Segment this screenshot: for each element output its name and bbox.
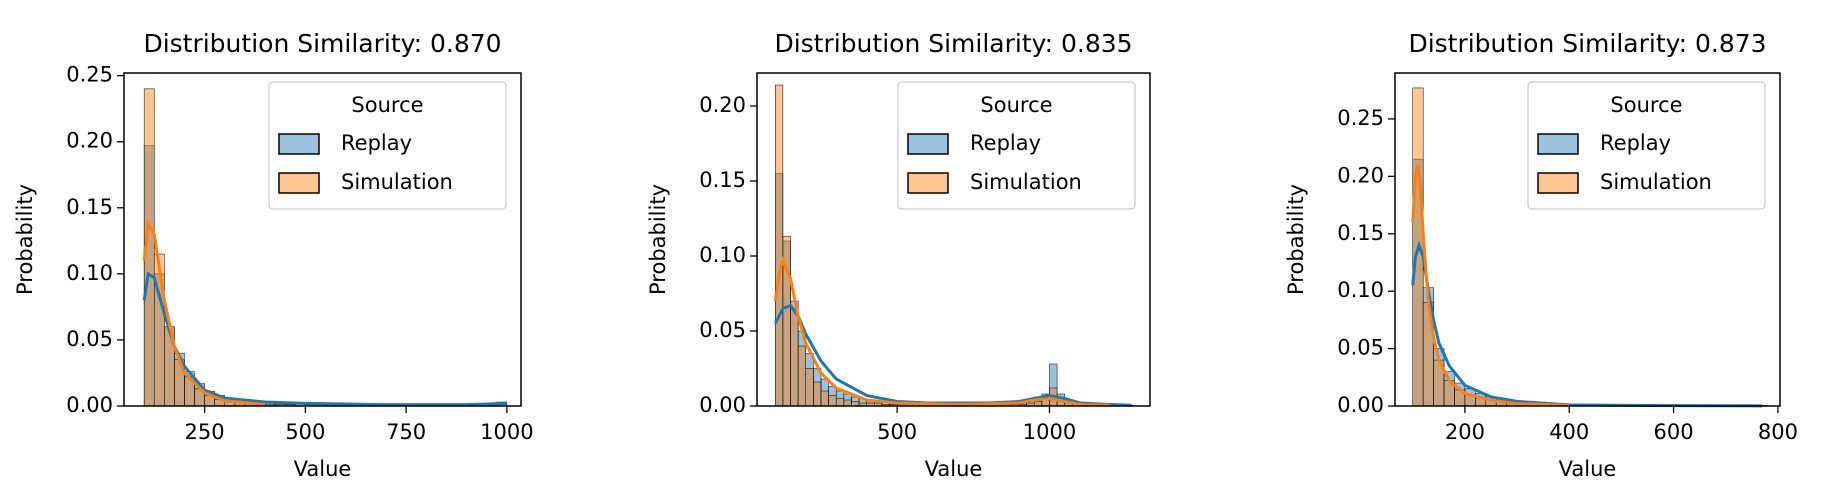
axes-frame	[756, 72, 1151, 407]
y-axis-label: Probability	[13, 184, 37, 295]
y-tick-label: 0.20	[1337, 163, 1384, 187]
y-tick-label: 0.15	[66, 195, 113, 219]
histogram-bar	[820, 390, 829, 407]
y-tick-label: 0.25	[66, 63, 113, 87]
y-tick-label: 0.10	[699, 243, 746, 267]
y-axis-label: Probability	[1284, 184, 1308, 295]
kde-line	[773, 256, 1111, 407]
histogram-bar	[835, 398, 845, 407]
legend-title: Source	[1610, 93, 1682, 117]
legend-box	[1527, 81, 1766, 210]
x-axis-label: Value	[1559, 457, 1617, 481]
histogram-bar	[843, 399, 852, 407]
histogram-bar	[805, 368, 814, 407]
y-tick-label: 0.15	[699, 168, 746, 192]
x-tick-label: 250	[185, 420, 225, 444]
y-axis-label: Probability	[646, 184, 670, 295]
y-tick-label: 0.20	[66, 129, 113, 153]
y-tick-label: 0.05	[1337, 336, 1384, 360]
axes-frame	[1394, 72, 1781, 407]
legend-title: Source	[980, 93, 1052, 117]
y-tick-label: 0.15	[1337, 221, 1384, 245]
x-tick-label: 800	[1758, 420, 1798, 444]
legend-label: Replay	[341, 131, 412, 155]
kde-line	[142, 271, 507, 407]
histogram-bar	[775, 84, 784, 407]
legend-box	[897, 81, 1136, 210]
legend-label: Replay	[1600, 131, 1671, 155]
legend-label: Simulation	[341, 170, 453, 194]
histogram-bar	[828, 395, 837, 407]
x-tick-label: 400	[1549, 420, 1589, 444]
x-tick-label: 1000	[1023, 420, 1076, 444]
legend-swatch	[1537, 172, 1579, 194]
chart-title: Distribution Similarity: 0.873	[1408, 29, 1766, 58]
legend-swatch	[907, 172, 949, 194]
y-tick-label: 0.10	[1337, 278, 1384, 302]
y-tick-label: 0.00	[699, 393, 746, 417]
x-tick-label: 200	[1445, 420, 1485, 444]
y-tick-label: 0.05	[699, 318, 746, 342]
x-tick-label: 600	[1654, 420, 1694, 444]
legend-label: Simulation	[970, 170, 1082, 194]
x-tick-label: 500	[285, 420, 325, 444]
chart-title: Distribution Similarity: 0.870	[143, 29, 501, 58]
x-tick-label: 750	[386, 420, 426, 444]
y-tick-label: 0.25	[1337, 106, 1384, 130]
x-axis-label: Value	[925, 457, 983, 481]
legend-box	[268, 81, 507, 210]
axes-frame	[123, 72, 522, 407]
legend-label: Replay	[970, 131, 1041, 155]
y-tick-label: 0.05	[66, 327, 113, 351]
kde-line	[1411, 164, 1570, 407]
chart-title: Distribution Similarity: 0.835	[774, 29, 1132, 58]
y-tick-label: 0.00	[66, 393, 113, 417]
y-tick-label: 0.10	[66, 261, 113, 285]
legend-swatch	[278, 133, 320, 155]
legend-label: Simulation	[1600, 170, 1712, 194]
histogram-bar	[797, 345, 806, 407]
legend-title: Source	[351, 93, 423, 117]
y-tick-label: 0.00	[1337, 393, 1384, 417]
histogram-bar	[813, 381, 822, 407]
legend-swatch	[278, 172, 320, 194]
legend-swatch	[907, 133, 949, 155]
kde-line	[142, 218, 266, 407]
x-tick-label: 500	[877, 420, 917, 444]
y-tick-label: 0.20	[699, 93, 746, 117]
legend-swatch	[1537, 133, 1579, 155]
histogram-bar	[790, 308, 799, 407]
kde-line	[1411, 240, 1763, 408]
x-axis-label: Value	[294, 457, 352, 481]
x-tick-label: 1000	[480, 420, 533, 444]
